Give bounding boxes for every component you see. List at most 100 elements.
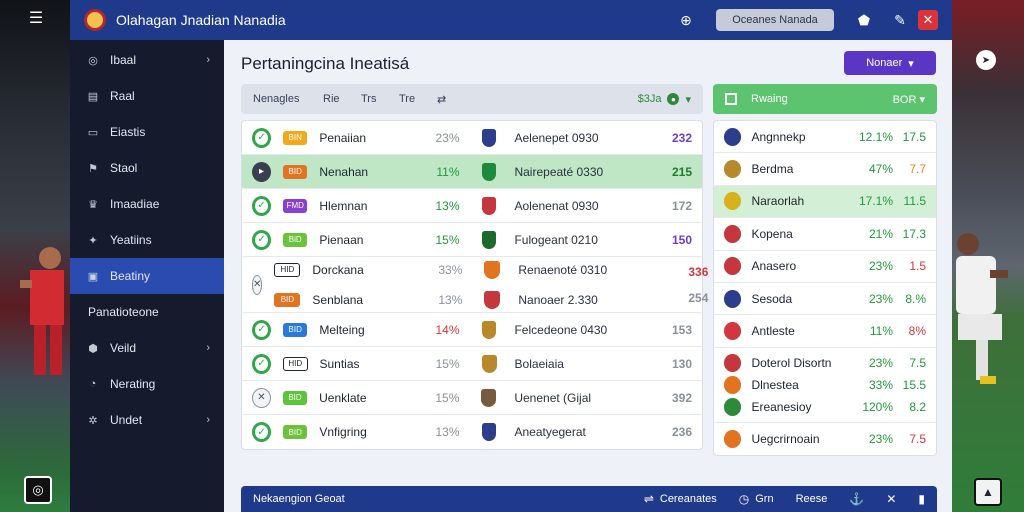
info-icon: ● <box>667 93 680 105</box>
player-name[interactable]: Melteing <box>319 322 365 337</box>
sidebar-item-8[interactable]: ⬢ Veild › <box>70 330 224 366</box>
sidebar-item-2[interactable]: ▭ Eiastis <box>70 114 224 150</box>
percentage: 23% <box>869 291 894 306</box>
header-right[interactable]: $3Ja ● ▾ <box>638 93 691 106</box>
sidebar-item-label: Ibaal <box>110 53 137 67</box>
percentage: 11% <box>869 324 894 339</box>
cast-icon[interactable]: ➤ <box>976 50 996 70</box>
bottom-bar-item-label: Cereanates <box>659 493 717 505</box>
sidebar-item-10[interactable]: ✲ Undet › <box>70 402 224 438</box>
player-name[interactable]: Pienaan <box>319 232 364 247</box>
player-name[interactable]: Uenklate <box>319 390 367 405</box>
ranking-row[interactable]: Kopena 21% 17.3 <box>714 218 936 251</box>
swap-icon[interactable]: ⇄ <box>437 93 447 106</box>
ranking-row[interactable]: Antleste 11% 8% <box>714 315 936 348</box>
table-row[interactable]: ✓ BID Vnfigring 13% Aneatyegerat 236 <box>242 415 702 449</box>
table-row[interactable]: ✓ BID Melteing 14% Felcedeone 0430 153 <box>242 313 702 347</box>
bottom-bar-item-0[interactable]: ⇌ Cereanates <box>644 492 717 506</box>
team-crest-icon <box>724 257 742 276</box>
ranking-row[interactable]: Doterol Disortn 23% 7.5 <box>724 352 926 374</box>
percentage: 15% <box>435 390 460 405</box>
percentage: 47% <box>869 162 894 177</box>
table-row[interactable]: ✕ BID Uenklate 15% Uenenet (Gijal 392 <box>242 381 702 415</box>
badge-icon[interactable]: ▲ <box>974 478 1002 506</box>
close-icon[interactable]: ✕ <box>918 10 938 30</box>
header-col-1[interactable]: Nenagles <box>253 93 300 105</box>
chevron-down-icon: ▾ <box>685 93 691 106</box>
percentage: 23% <box>435 130 460 145</box>
compass-icon[interactable]: ⊕ <box>680 11 692 28</box>
right-header-sort[interactable]: BOR ▾ <box>892 93 925 106</box>
trophy-icon: ♛ <box>88 198 98 211</box>
top-bar: Olahagan Jnadian Nanadia ⊕ Oceanes Nanad… <box>70 0 952 40</box>
sidebar-item-3[interactable]: ⚑ Staol <box>70 150 224 186</box>
app-logo <box>84 9 106 31</box>
sidebar-item-6[interactable]: ▣ Beatiny <box>70 258 224 294</box>
bottom-bar-item-5[interactable]: ▮ <box>918 492 925 506</box>
camera-icon[interactable]: ◎ <box>24 476 52 504</box>
score: 236 <box>671 425 692 439</box>
sidebar-item-4[interactable]: ♛ Imaadiae <box>70 186 224 222</box>
ranking-row[interactable]: Dlnestea 33% 15.5 <box>724 374 926 396</box>
ranking-row[interactable]: Ereanesioy 120% 8.2 <box>724 396 926 418</box>
row-pair: HID Dorckana 33% Renaenoté 0310 <box>274 260 668 279</box>
hamburger-menu-icon[interactable]: ☰ <box>28 10 44 27</box>
header-col-2[interactable]: Rie <box>323 93 340 105</box>
table-row[interactable]: ✓ BiD Pienaan 15% Fulogeant 0210 150 <box>242 223 702 257</box>
sidebar-item-0[interactable]: ◎ Ibaal › <box>70 42 224 78</box>
ranking-row[interactable]: Sesoda 23% 8.% <box>714 283 936 316</box>
bottom-bar-icon: ◷ <box>738 492 750 506</box>
sidebar-item-label: Raal <box>110 89 135 103</box>
score: 254 <box>688 290 709 305</box>
ranking-row[interactable]: Angnnekp 12.1% 17.5 <box>714 121 936 154</box>
status-icon: ✓ <box>252 229 272 250</box>
bottom-bar-item-2[interactable]: Reese <box>796 493 828 505</box>
team-name: Doterol Disortn <box>751 355 832 370</box>
row-pair: BID Senblana 13% Nanoaer 2.330 <box>274 290 668 309</box>
ranking-row[interactable]: Berdma 47% 7.7 <box>714 153 936 186</box>
bottom-bar-item-4[interactable]: ✕ <box>886 492 896 506</box>
shield-icon: ⬢ <box>88 342 98 355</box>
sidebar-item-label: Undet <box>110 413 143 427</box>
bottom-bar-item-1[interactable]: ◷ Grn <box>739 492 774 506</box>
header-col-4[interactable]: Tre <box>399 93 416 105</box>
team-name: Aneatyegerat <box>514 425 586 439</box>
team-crest-icon <box>724 429 742 448</box>
table-row[interactable]: ▸ BID Nenahan 11% Nairepeaté 0330 215 <box>242 155 702 189</box>
player-name[interactable]: Nenahan <box>319 164 369 179</box>
percentage: 33% <box>438 262 463 277</box>
team-crest-icon <box>484 290 501 309</box>
left-table-header: Nenagles Rie Trs Tre ⇄ $3Ja ● ▾ <box>241 84 703 114</box>
team-crest-icon <box>724 224 742 243</box>
action-dropdown-button[interactable]: Nonaer ▾ <box>844 51 936 75</box>
player-name[interactable]: Hlemnan <box>319 198 368 213</box>
bottom-bar-item-3[interactable]: ⚓ <box>849 492 864 506</box>
table-row[interactable]: ✓ BIN Penaiian 23% Aelenepet 0930 232 <box>242 121 702 155</box>
ranking-row[interactable]: Anasero 23% 1.5 <box>714 251 936 283</box>
team-name: Naraorlah <box>751 194 805 209</box>
team-name: Fulogeant 0210 <box>514 232 598 247</box>
badge: BID <box>282 390 308 405</box>
bottom-bar-icon: ⇌ <box>643 492 654 506</box>
ranking-row[interactable]: Uegcrirnoain 23% 7.5 <box>714 423 936 455</box>
ranking-row[interactable]: Naraorlah 17.1% 11.5 <box>714 185 936 219</box>
search-button[interactable]: Oceanes Nanada <box>716 9 834 31</box>
rating: 8.2 <box>909 399 926 414</box>
player-name[interactable]: Vnfigring <box>319 425 367 439</box>
table-row[interactable]: ✕ HID Dorckana 33% Renaenoté 0310 BID Senblana… <box>242 257 708 313</box>
shield-icon[interactable]: ⬟ <box>857 11 871 28</box>
right-header-label[interactable]: Rwaing <box>751 93 788 105</box>
player-name[interactable]: Dorckana <box>312 262 364 277</box>
header-col-3[interactable]: Trs <box>361 93 377 105</box>
sidebar-item-9[interactable]: ◔ Nerating <box>70 366 224 402</box>
sidebar-item-1[interactable]: ▤ Raal <box>70 78 224 114</box>
player-name[interactable]: Suntias <box>319 356 360 371</box>
rating: 11.5 <box>903 194 926 209</box>
sidebar-item-5[interactable]: ✦ Yeatiins <box>70 222 224 258</box>
table-row[interactable]: ✓ FMD Hlemnan 13% Aolenenat 0930 172 <box>242 189 702 223</box>
player-name[interactable]: Senblana <box>312 292 364 307</box>
player-name[interactable]: Penaiian <box>319 130 367 145</box>
edit-icon[interactable]: ✎ <box>894 11 906 28</box>
sidebar-item-7[interactable]: Panatioteone <box>70 294 224 330</box>
table-row[interactable]: ✓ HID Suntias 15% Bolaeiaia 130 <box>242 347 702 381</box>
